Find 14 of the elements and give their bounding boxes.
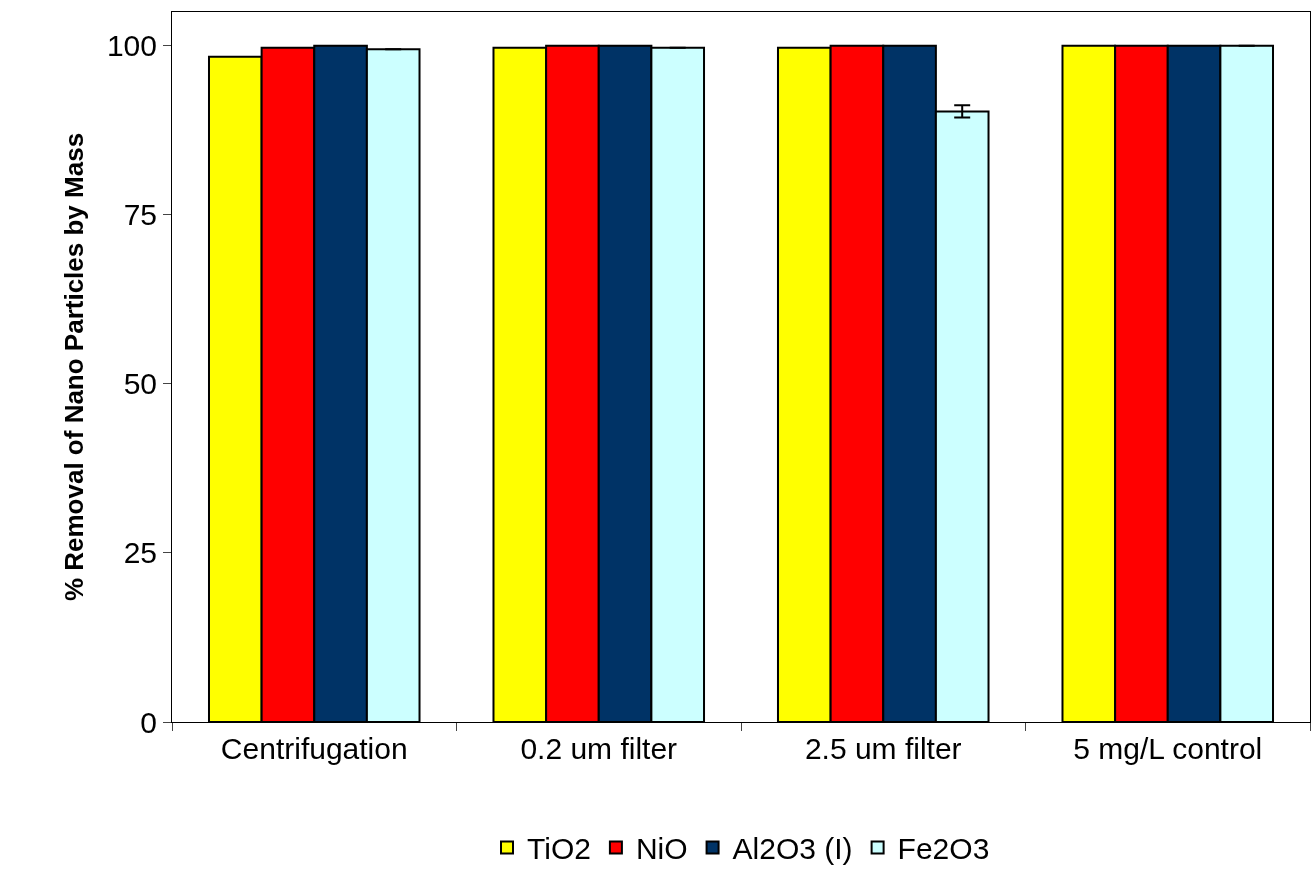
x-tick-label: Centrifugation — [220, 732, 408, 765]
x-tick-label: 2.5 um filter — [804, 732, 962, 765]
legend-label: Fe2O3 — [897, 832, 990, 866]
y-tick-label: 25 — [123, 536, 157, 570]
x-tick-label: 0.2 um filter — [520, 732, 678, 765]
y-tick-label: 100 — [106, 29, 157, 63]
y-tick-label: 0 — [140, 705, 157, 739]
legend-label: NiO — [635, 832, 688, 866]
x-tick-label: 5 mg/L control — [1073, 732, 1263, 765]
y-tick-label: 75 — [123, 198, 157, 232]
y-tick-label: 50 — [123, 367, 157, 401]
legend-label: TiO2 — [527, 832, 591, 866]
legend-label: Al2O3 (I) — [732, 832, 853, 866]
y-axis-title: % Removal of Nano Particles by Mass — [59, 132, 90, 602]
